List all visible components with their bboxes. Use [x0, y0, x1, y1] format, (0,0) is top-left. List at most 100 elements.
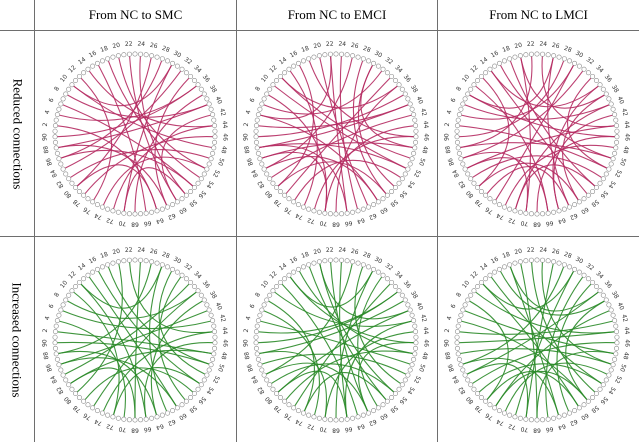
node-label-r1c2-34: 34 — [594, 270, 604, 280]
node-label-r1c1-36: 36 — [402, 279, 412, 289]
node-label-r1c1-58: 58 — [389, 404, 399, 414]
node-r0c0-70 — [121, 210, 127, 216]
node-r0c0-62 — [165, 204, 171, 210]
node-r1c1-73 — [306, 412, 312, 418]
node-r1c0-8 — [63, 297, 69, 303]
node-label-r1c1-22: 22 — [326, 246, 334, 254]
node-r0c2-63 — [561, 206, 567, 212]
node-label-r1c1-76: 76 — [283, 411, 293, 421]
node-label-r0c2-14: 14 — [479, 56, 489, 66]
node-r0c1-24 — [339, 51, 345, 57]
node-r0c0-29 — [165, 58, 171, 64]
node-r1c1-67 — [339, 417, 345, 423]
node-r0c1-16 — [295, 60, 301, 66]
node-r0c2-74 — [501, 204, 507, 210]
node-r0c2-90 — [454, 134, 460, 140]
node-r1c2-49 — [612, 356, 618, 362]
node-label-r0c2-52: 52 — [613, 168, 623, 178]
node-r0c1-55 — [396, 180, 402, 186]
node-label-r1c0-72: 72 — [105, 422, 114, 431]
connection-r1c0-11 — [107, 266, 210, 365]
node-r0c0-17 — [99, 58, 105, 64]
node-r1c0-17 — [99, 264, 105, 270]
node-r1c0-82 — [66, 382, 72, 388]
node-r1c1-12 — [277, 279, 283, 285]
node-r0c2-79 — [478, 189, 484, 195]
node-r0c1-62 — [366, 204, 372, 210]
node-label-r0c1-24: 24 — [338, 40, 346, 48]
node-r1c2-26 — [551, 259, 557, 265]
connection-r1c1-16 — [354, 266, 402, 385]
node-r1c0-90 — [52, 340, 58, 346]
node-r1c0-71 — [115, 415, 121, 421]
node-r0c2-15 — [492, 63, 498, 69]
node-r0c0-11 — [73, 77, 79, 83]
node-label-r0c0-70: 70 — [118, 219, 127, 227]
node-r1c0-80 — [73, 391, 79, 397]
node-r0c1-17 — [300, 58, 306, 64]
grid-line-vertical-left — [34, 0, 35, 442]
node-r1c1-78 — [282, 398, 288, 404]
node-label-r0c0-86: 86 — [45, 157, 54, 167]
connection-r0c1-18 — [261, 142, 413, 159]
node-r0c2-85 — [460, 161, 466, 167]
node-r1c2-12 — [478, 279, 484, 285]
node-label-r0c0-78: 78 — [72, 198, 82, 208]
node-label-r1c0-38: 38 — [208, 290, 218, 300]
node-r0c2-80 — [475, 185, 481, 191]
node-r0c0-75 — [94, 202, 100, 208]
node-r1c1-55 — [396, 386, 402, 392]
node-r0c1-26 — [350, 53, 356, 59]
node-r1c1-63 — [360, 412, 366, 418]
node-r1c0-84 — [60, 372, 66, 378]
connection-r0c1-31 — [277, 161, 387, 195]
node-label-r1c2-82: 82 — [457, 385, 467, 395]
connection-r0c2-19 — [562, 94, 605, 201]
node-label-r0c1-60: 60 — [378, 205, 388, 215]
node-r1c0-57 — [188, 395, 194, 401]
node-r0c2-45 — [614, 128, 620, 134]
connection-r1c0-9 — [93, 291, 197, 407]
node-r0c2-17 — [501, 58, 507, 64]
node-r1c2-42 — [612, 318, 618, 324]
node-r0c0-86 — [56, 156, 62, 162]
node-r0c1-4 — [255, 112, 261, 118]
panel-reduced-lmci: 2 4 6 8 10 12 14 16 18 20 22 24 26 28 30 32 34 36 38 40 42 44… — [438, 32, 637, 235]
node-r1c2-83 — [465, 377, 471, 383]
node-r1c1-7 — [261, 302, 267, 308]
connection-r1c0-21 — [129, 262, 213, 334]
node-r0c1-66 — [344, 210, 350, 216]
node-r0c2-26 — [551, 53, 557, 59]
node-label-r1c1-50: 50 — [417, 363, 426, 373]
node-label-r0c1-2: 2 — [243, 122, 250, 127]
node-r0c1-37 — [399, 86, 405, 92]
connection-r1c1-8 — [294, 283, 391, 407]
node-r1c0-11 — [73, 283, 79, 289]
node-label-r1c1-12: 12 — [268, 270, 278, 280]
node-r1c1-75 — [295, 408, 301, 414]
connection-r0c1-12 — [274, 85, 407, 169]
node-r1c0-14 — [85, 272, 91, 278]
node-r1c1-38 — [402, 297, 408, 303]
node-r1c0-79 — [76, 395, 82, 401]
connection-r0c0-7 — [67, 94, 208, 118]
node-label-r0c2-40: 40 — [616, 95, 625, 105]
node-label-r0c2-50: 50 — [618, 157, 627, 167]
connection-r1c0-4 — [158, 276, 186, 401]
node-r1c0-9 — [66, 292, 72, 298]
connection-r1c0-22 — [84, 367, 194, 401]
node-r1c1-41 — [409, 312, 415, 318]
node-r0c2-1 — [454, 128, 460, 134]
node-r1c2-48 — [613, 351, 619, 357]
connection-r0c2-4 — [547, 57, 570, 206]
node-r0c0-64 — [154, 208, 160, 214]
node-r1c0-46 — [212, 340, 218, 346]
node-label-r1c0-32: 32 — [183, 262, 193, 272]
node-label-r0c0-42: 42 — [218, 108, 227, 117]
node-r0c1-19 — [311, 54, 317, 60]
node-r1c2-24 — [540, 257, 546, 263]
node-r0c1-22 — [327, 51, 333, 57]
node-label-r1c0-30: 30 — [172, 256, 182, 266]
node-label-r1c1-16: 16 — [289, 256, 299, 266]
node-label-r1c1-84: 84 — [250, 374, 260, 384]
